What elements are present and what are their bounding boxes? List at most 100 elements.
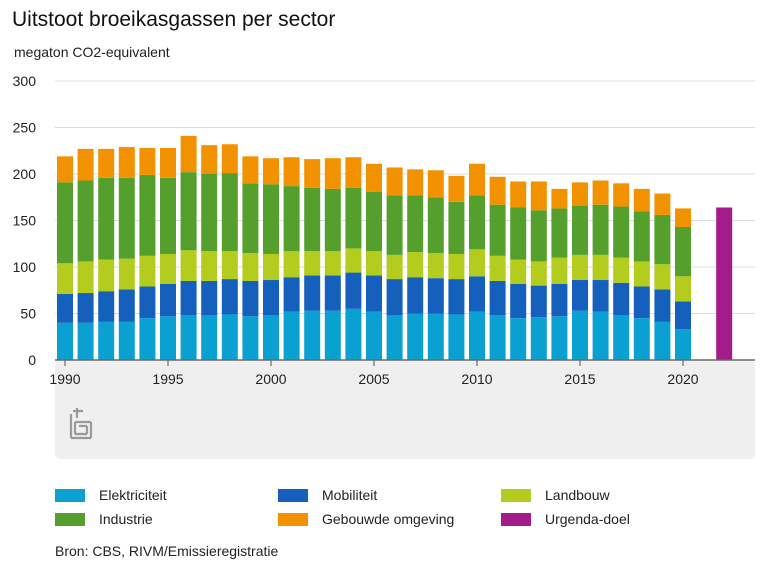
y-tick-label: 300 <box>13 73 37 89</box>
bar-industrie-2015 <box>572 205 588 255</box>
legend-swatch-industrie <box>55 512 85 526</box>
bar-industrie-2013 <box>530 210 547 262</box>
bar-industrie-1993 <box>118 177 135 259</box>
bar-landbouw-2006 <box>386 254 403 280</box>
bar-industrie-2012 <box>510 207 527 260</box>
bar-landbouw-2017 <box>613 257 630 283</box>
legend-label-elektriciteit: Elektriciteit <box>99 487 167 503</box>
bar-elektriciteit-2018 <box>633 318 650 360</box>
chart-title: Uitstoot broeikasgassen per sector <box>12 8 336 31</box>
bar-gebouwde-omgeving-1993 <box>118 147 135 178</box>
bar-elektriciteit-1995 <box>160 316 176 360</box>
bar-landbouw-1995 <box>160 253 176 284</box>
bar-gebouwde-omgeving-2016 <box>592 180 609 205</box>
bar-industrie-2006 <box>386 195 403 255</box>
bar-elektriciteit-1998 <box>221 314 238 360</box>
legend-label-mobiliteit: Mobiliteit <box>322 487 378 503</box>
bar-elektriciteit-1993 <box>118 321 135 360</box>
x-tick-label: 1990 <box>49 371 80 387</box>
bar-industrie-1992 <box>98 177 115 260</box>
bar-elektriciteit-2010 <box>469 311 485 360</box>
legend-label-industrie: Industrie <box>99 511 153 527</box>
legend-swatch-landbouw <box>501 488 531 502</box>
legend-label-gebouwde-omgeving: Gebouwde omgeving <box>322 511 455 527</box>
bar-mobiliteit-1992 <box>98 291 115 322</box>
bar-mobiliteit-2019 <box>654 289 671 322</box>
bar-gebouwde-omgeving-2004 <box>345 157 362 188</box>
bar-landbouw-2005 <box>366 251 382 276</box>
bar-industrie-2008 <box>427 197 444 254</box>
bar-gebouwde-omgeving-2017 <box>613 183 630 207</box>
bar-mobiliteit-2015 <box>572 280 588 311</box>
bar-landbouw-1998 <box>221 251 238 280</box>
bar-mobiliteit-2004 <box>345 272 362 309</box>
bar-elektriciteit-2014 <box>551 316 568 360</box>
source-note: Bron: CBS, RIVM/Emissieregistratie <box>55 543 279 559</box>
bar-landbouw-2012 <box>510 259 527 284</box>
bar-landbouw-1994 <box>139 255 156 287</box>
bar-industrie-2017 <box>613 206 630 258</box>
bar-elektriciteit-2003 <box>324 310 341 360</box>
bar-elektriciteit-1994 <box>139 318 156 360</box>
bar-gebouwde-omgeving-1997 <box>201 145 218 174</box>
bar-gebouwde-omgeving-2007 <box>407 169 424 196</box>
bar-landbouw-2010 <box>469 249 485 277</box>
bar-mobiliteit-2006 <box>386 279 403 316</box>
bar-mobiliteit-2009 <box>448 279 465 315</box>
bar-landbouw-2007 <box>407 252 424 278</box>
bar-elektriciteit-2012 <box>510 318 527 360</box>
bar-gebouwde-omgeving-2020 <box>675 208 691 228</box>
bar-mobiliteit-1997 <box>201 280 218 316</box>
y-tick-label: 100 <box>13 259 37 275</box>
bar-landbouw-2011 <box>489 255 506 281</box>
bar-elektriciteit-2020 <box>675 329 691 360</box>
bar-landbouw-2020 <box>675 276 691 302</box>
bar-gebouwde-omgeving-2009 <box>448 175 465 202</box>
bar-elektriciteit-2013 <box>530 317 547 360</box>
legend-swatch-gebouwde-omgeving <box>278 512 308 526</box>
x-tick-label: 1995 <box>152 371 183 387</box>
bar-mobiliteit-2011 <box>489 280 506 316</box>
bar-urgenda-doel-2022 <box>716 207 733 360</box>
y-tick-label: 0 <box>28 352 36 368</box>
y-tick-label: 200 <box>13 166 37 182</box>
bar-mobiliteit-1993 <box>118 289 135 322</box>
bar-landbouw-2014 <box>551 257 568 284</box>
bar-industrie-2020 <box>675 227 691 277</box>
bar-landbouw-2013 <box>530 261 547 286</box>
bar-gebouwde-omgeving-2012 <box>510 181 527 208</box>
bar-industrie-2001 <box>283 186 300 252</box>
bar-landbouw-1997 <box>201 251 218 281</box>
bar-gebouwde-omgeving-2011 <box>489 176 506 205</box>
bar-industrie-1996 <box>180 172 197 251</box>
bar-elektriciteit-1990 <box>57 322 73 360</box>
y-tick-label: 250 <box>13 120 37 136</box>
x-tick-label: 2010 <box>461 371 492 387</box>
bar-landbouw-2016 <box>592 254 609 281</box>
cbs-logo <box>69 408 93 440</box>
bar-gebouwde-omgeving-1991 <box>77 148 94 181</box>
bar-gebouwde-omgeving-1994 <box>139 147 156 175</box>
bar-elektriciteit-2009 <box>448 314 465 360</box>
bar-mobiliteit-1996 <box>180 280 197 316</box>
bar-industrie-2010 <box>469 195 485 250</box>
bar-industrie-2019 <box>654 214 671 265</box>
x-tick-label: 2005 <box>358 371 389 387</box>
legend-swatch-elektriciteit <box>55 488 85 502</box>
bar-gebouwde-omgeving-2010 <box>469 163 485 196</box>
bar-mobiliteit-2016 <box>592 280 609 312</box>
bar-mobiliteit-2012 <box>510 283 527 319</box>
bar-industrie-2018 <box>633 211 650 262</box>
bar-landbouw-2018 <box>633 261 650 287</box>
bar-landbouw-2008 <box>427 253 444 279</box>
legend-label-landbouw: Landbouw <box>545 487 610 503</box>
legend-item-industrie: Industrie <box>55 511 153 527</box>
bar-landbouw-2009 <box>448 253 465 280</box>
bar-gebouwde-omgeving-1990 <box>57 156 73 183</box>
bar-mobiliteit-2013 <box>530 285 547 318</box>
bar-gebouwde-omgeving-2005 <box>366 163 382 192</box>
bar-elektriciteit-2004 <box>345 308 362 360</box>
bar-industrie-2016 <box>592 204 609 255</box>
x-tick-label: 2020 <box>667 371 698 387</box>
bar-gebouwde-omgeving-2006 <box>386 167 403 196</box>
